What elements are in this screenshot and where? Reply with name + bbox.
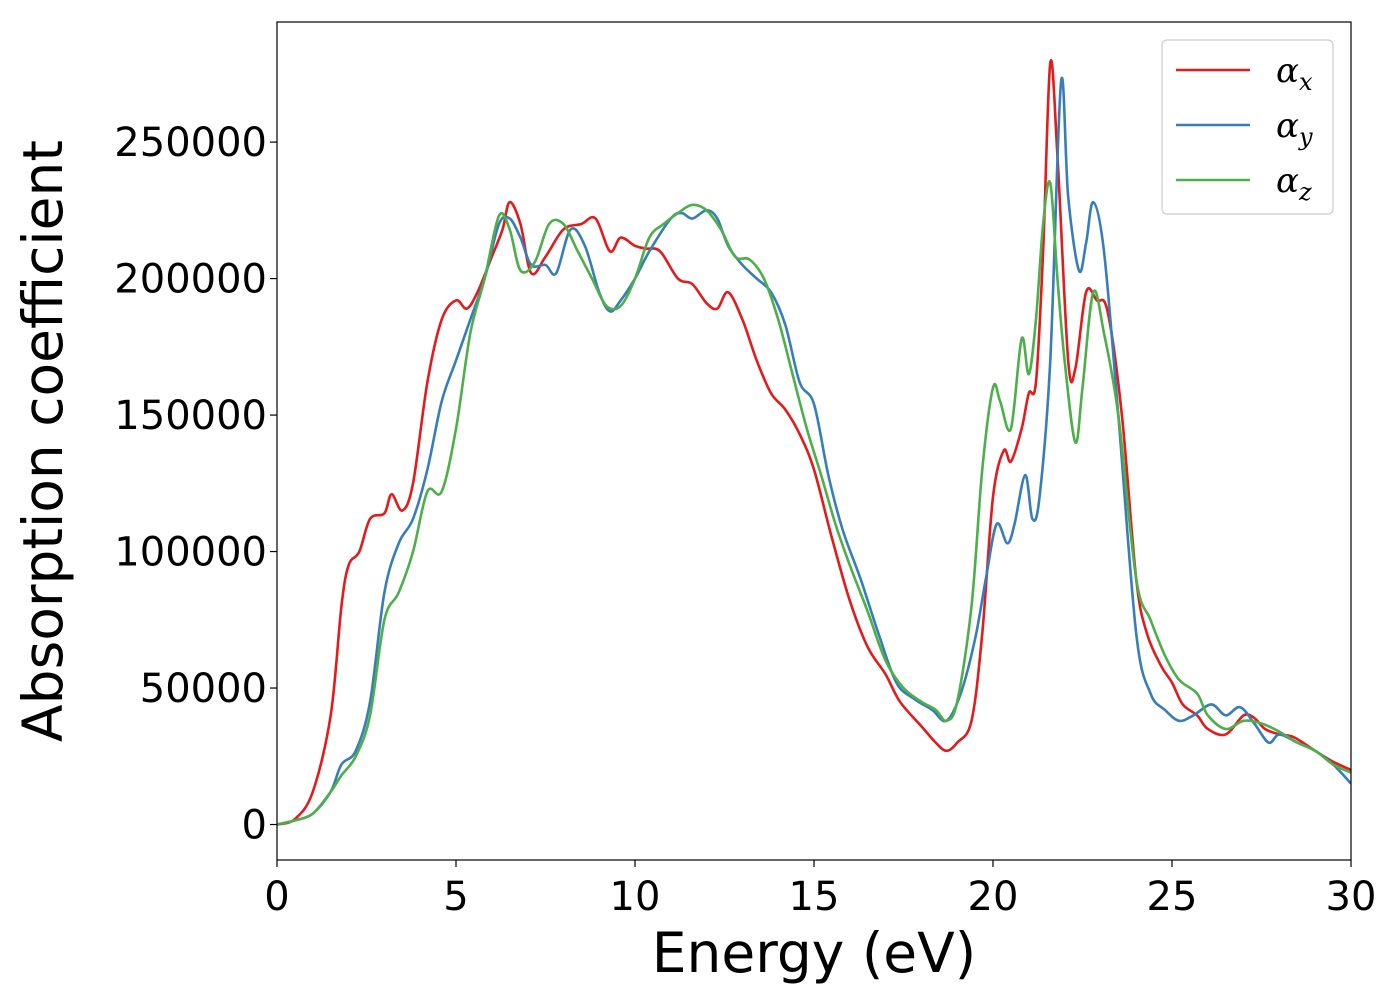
y-tick-label: 200000 (114, 257, 267, 303)
x-axis-label: Energy (eV) (652, 921, 976, 985)
series-line-z (277, 179, 1351, 826)
x-tick-label: 25 (1147, 874, 1198, 920)
y-tick-label: 0 (242, 803, 267, 849)
y-axis-label: Absorption coefficient (11, 140, 75, 742)
x-tick-label: 30 (1326, 874, 1377, 920)
legend-label-y: αy (1276, 106, 1313, 151)
y-tick-label: 250000 (114, 120, 267, 166)
series-line-x (277, 59, 1351, 826)
legend-label-z: αz (1276, 161, 1312, 206)
x-tick-label: 15 (789, 874, 840, 920)
ticks-layer: 0 5 10 15 20 25 30 0 50000 100000 150000 200000 2500… (114, 120, 1376, 920)
x-tick-label: 0 (264, 874, 289, 920)
x-tick-label: 5 (443, 874, 468, 920)
series-layer (277, 59, 1351, 826)
y-tick-label: 50000 (140, 666, 267, 712)
x-tick-label: 10 (610, 874, 661, 920)
x-tick-label: 20 (968, 874, 1019, 920)
y-tick-label: 150000 (114, 393, 267, 439)
series-line-y (277, 76, 1351, 826)
y-tick-label: 100000 (114, 530, 267, 576)
legend-label-x: αx (1276, 51, 1313, 96)
legend: αx αy αz (1161, 39, 1334, 215)
legend-box (1161, 39, 1334, 215)
